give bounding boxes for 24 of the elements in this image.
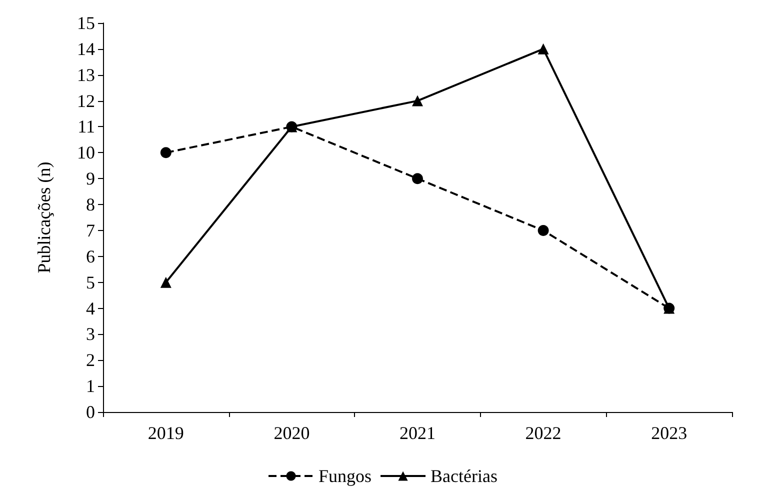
y-tick-label: 13 <box>77 64 95 85</box>
y-tick-label: 4 <box>86 298 95 318</box>
y-tick-label: 6 <box>86 246 95 266</box>
x-tick-label: 2023 <box>651 423 688 443</box>
y-tick-label: 7 <box>86 220 95 240</box>
x-tick-label: 2022 <box>525 423 562 443</box>
y-tick-label: 3 <box>86 324 95 344</box>
y-tick-label: 15 <box>77 13 95 33</box>
y-axis-title: Publicações (n) <box>34 162 54 274</box>
y-tick-label: 11 <box>78 116 95 137</box>
y-tick-label: 0 <box>86 402 95 422</box>
y-tick-label: 14 <box>77 38 95 59</box>
y-tick-label: 12 <box>77 90 95 111</box>
y-tick-label: 1 <box>86 376 95 396</box>
x-tick-label: 2019 <box>148 423 184 443</box>
legend-label: Bactérias <box>430 466 498 486</box>
y-tick-label: 2 <box>86 350 95 370</box>
x-tick-label: 2021 <box>400 423 436 443</box>
x-tick-label: 2020 <box>274 423 310 443</box>
y-tick-label: 5 <box>86 272 95 292</box>
y-tick-label: 9 <box>86 168 95 189</box>
legend-label: Fungos <box>318 466 372 486</box>
y-tick-label: 10 <box>77 142 95 163</box>
y-tick-label: 8 <box>86 194 95 215</box>
